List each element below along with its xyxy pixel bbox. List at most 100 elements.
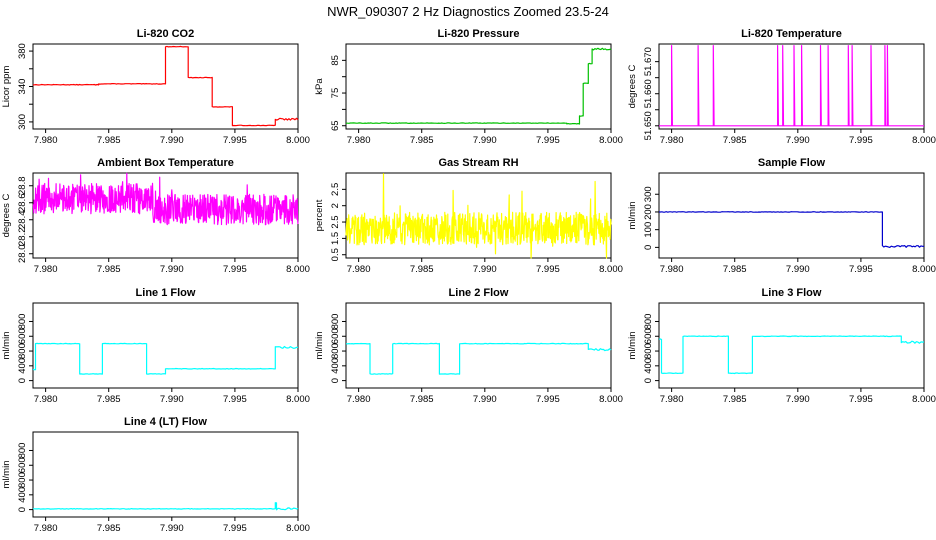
y-tick-label: 0	[330, 378, 341, 383]
figure-title: NWR_090307 2 Hz Diagnostics Zoomed 23.5-…	[327, 4, 609, 19]
y-tick-label: 400	[330, 358, 341, 374]
x-tick-label: 7.980	[347, 394, 371, 405]
x-tick-label: 7.990	[786, 394, 810, 405]
y-tick-label: 600	[17, 457, 28, 473]
x-tick-label: 7.995	[223, 264, 247, 275]
x-tick-label: 7.990	[160, 523, 184, 534]
y-axis-label: ml/min	[627, 202, 638, 230]
y-tick-label: 600	[643, 328, 654, 344]
y-tick-label: 380	[17, 43, 28, 59]
x-tick-label: 7.980	[347, 135, 371, 146]
y-tick-label: 2.5	[330, 215, 341, 228]
panel-title: Li-820 CO2	[137, 28, 194, 40]
panel-title: Ambient Box Temperature	[97, 157, 234, 169]
y-tick-label: 800	[643, 314, 654, 330]
x-tick-label: 7.980	[34, 264, 58, 275]
plot-frame	[32, 431, 299, 518]
x-tick-label: 7.995	[536, 394, 560, 405]
panel-4: Ambient Box Temperature degrees C 28.028.2…	[1, 157, 310, 275]
x-tick-label: 7.980	[34, 135, 58, 146]
data-series-line	[32, 45, 299, 127]
x-tick-label: 7.985	[723, 394, 747, 405]
x-tick-label: 7.985	[410, 135, 434, 146]
x-tick-label: 7.980	[660, 135, 684, 146]
panel-5: Gas Stream RH percent 0.5 1.5 2.5 2 2.5 7.980 7.…	[314, 157, 623, 275]
x-tick-label: 8.000	[286, 394, 310, 405]
panel-10: Line 4 (LT) Flowml/min04008006008007.980…	[1, 416, 310, 534]
y-tick-label: 0	[643, 245, 654, 250]
y-tick-label: 28.0	[17, 245, 28, 264]
x-tick-label: 7.995	[849, 135, 873, 146]
y-tick-label: 85	[330, 55, 341, 66]
y-tick-label: 75	[330, 88, 341, 99]
y-axis-label: degrees C	[1, 193, 12, 237]
y-tick-label: 51.650	[643, 111, 654, 140]
data-series-line	[345, 342, 612, 375]
x-tick-label: 7.985	[410, 264, 434, 275]
x-tick-label: 7.995	[223, 394, 247, 405]
x-tick-label: 7.990	[786, 264, 810, 275]
x-tick-label: 8.000	[599, 264, 623, 275]
y-tick-label: 400	[643, 358, 654, 374]
y-tick-label: 28.2	[17, 228, 28, 247]
y-tick-label: 600	[330, 328, 341, 344]
x-tick-label: 7.995	[223, 523, 247, 534]
y-tick-label: 65	[330, 120, 341, 131]
x-tick-label: 7.985	[97, 135, 121, 146]
y-tick-label: 800	[17, 314, 28, 330]
y-tick-label: 800	[643, 343, 654, 359]
x-tick-label: 8.000	[286, 135, 310, 146]
data-series-line	[658, 45, 925, 127]
x-tick-label: 8.000	[286, 523, 310, 534]
plot-frame	[345, 302, 612, 389]
x-tick-label: 7.995	[849, 264, 873, 275]
x-tick-label: 7.990	[786, 135, 810, 146]
y-tick-label: 800	[17, 343, 28, 359]
x-tick-label: 7.985	[410, 394, 434, 405]
y-tick-label: 28.4	[17, 211, 28, 230]
x-tick-label: 7.995	[536, 135, 560, 146]
y-tick-label: 51.660	[643, 79, 654, 108]
x-tick-label: 7.985	[97, 523, 121, 534]
x-tick-label: 7.985	[723, 135, 747, 146]
x-tick-label: 7.980	[660, 394, 684, 405]
y-tick-label: 400	[17, 358, 28, 374]
x-tick-label: 7.995	[223, 135, 247, 146]
data-series-line	[658, 335, 925, 375]
panel-title: Line 2 Flow	[449, 287, 509, 299]
panel-6: Sample Flow ml/min 0 100 200 300 7.980 7.985 7.9…	[627, 157, 936, 275]
plot-frame	[345, 172, 612, 259]
y-tick-label: 51.670	[643, 47, 654, 76]
y-axis-label: degrees C	[627, 64, 638, 108]
x-tick-label: 8.000	[912, 264, 936, 275]
y-tick-label: 340	[17, 79, 28, 95]
x-tick-label: 8.000	[599, 394, 623, 405]
x-tick-label: 8.000	[286, 264, 310, 275]
y-tick-label: 28.8	[17, 177, 28, 196]
x-tick-label: 7.990	[473, 394, 497, 405]
panel-title: Line 1 Flow	[136, 287, 196, 299]
x-tick-label: 7.990	[473, 135, 497, 146]
x-tick-label: 7.985	[97, 394, 121, 405]
panels: Li-820 CO2 Licor ppm 300 340 380 7.980 7.985 7.…	[1, 28, 936, 534]
x-tick-label: 7.980	[34, 523, 58, 534]
y-tick-label: 2	[330, 203, 341, 208]
y-tick-label: 300	[643, 186, 654, 202]
y-axis-label: ml/min	[1, 332, 12, 360]
y-tick-label: 800	[330, 314, 341, 330]
panel-title: Line 3 Flow	[762, 287, 822, 299]
y-tick-label: 1.5	[330, 232, 341, 245]
y-tick-label: 300	[17, 114, 28, 130]
data-series-line	[659, 211, 925, 248]
x-tick-label: 7.990	[160, 394, 184, 405]
y-tick-label: 200	[643, 204, 654, 220]
x-tick-label: 7.990	[160, 264, 184, 275]
y-axis-label: ml/min	[314, 332, 325, 360]
y-axis-label: Licor ppm	[1, 66, 12, 108]
panel-title: Li-820 Temperature	[741, 28, 842, 40]
y-tick-label: 800	[17, 472, 28, 488]
y-tick-label: 400	[17, 487, 28, 503]
